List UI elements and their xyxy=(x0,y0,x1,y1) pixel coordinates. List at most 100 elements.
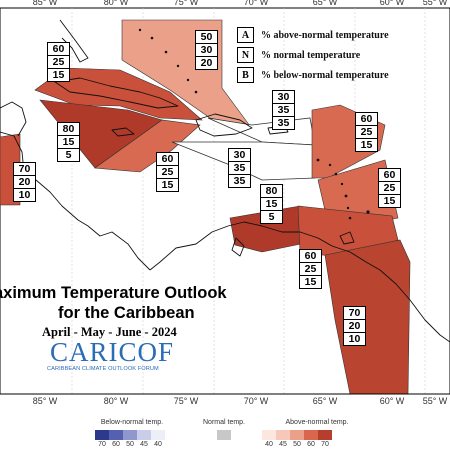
legend-text: % above-normal temperature xyxy=(261,29,389,41)
zone-cuba xyxy=(34,67,203,121)
above-value: 60 xyxy=(299,249,322,263)
coast-central-america xyxy=(0,131,151,271)
color-bar-below-swatch xyxy=(95,430,109,440)
color-bar-above-tick: 70 xyxy=(321,441,329,448)
color-bar-below-label: Below-normal temp. xyxy=(100,419,164,426)
lon-label-top: 70° W xyxy=(243,0,269,7)
lon-label-top: 80° W xyxy=(103,0,129,7)
legend-letter-box: A xyxy=(237,27,254,43)
normal-value: 15 xyxy=(57,135,80,149)
lon-label-bottom: 55° W xyxy=(422,396,448,406)
normal-value: 35 xyxy=(272,103,295,117)
above-value: 80 xyxy=(57,122,80,136)
color-bar-above-tick: 60 xyxy=(307,441,315,448)
coast-cuba xyxy=(54,77,179,109)
zone-western-caribbean xyxy=(94,119,201,173)
color-bar-below-tick: 40 xyxy=(154,441,162,448)
legend-text: % below-normal temperature xyxy=(261,69,389,81)
above-value: 80 xyxy=(260,184,283,198)
below-value: 10 xyxy=(343,332,366,346)
coast-hispaniola xyxy=(195,113,253,137)
season-label: April - May - June - 2024 xyxy=(42,325,177,339)
color-bar-above-swatch xyxy=(276,430,290,440)
color-bar-above-label: Above-normal temp. xyxy=(285,419,349,426)
normal-value: 25 xyxy=(355,125,378,139)
region-table-jamaica: 80 15 5 xyxy=(57,122,80,162)
color-bar-below-swatch xyxy=(123,430,137,440)
coast-south-america xyxy=(149,221,450,343)
color-bar-above-swatch xyxy=(304,430,318,440)
lon-label-top: 55° W xyxy=(422,0,448,7)
color-bar-below-tick: 70 xyxy=(98,441,106,448)
color-bar-below-tick: 45 xyxy=(140,441,148,448)
normal-value: 15 xyxy=(260,197,283,211)
color-bar-above-tick: 45 xyxy=(279,441,287,448)
below-value: 20 xyxy=(195,56,218,70)
above-value: 60 xyxy=(378,168,401,182)
legend-row-below: B % below-normal temperature xyxy=(237,65,389,85)
region-table-western-caribbean: 60 25 15 xyxy=(156,152,179,192)
legend-text: % normal temperature xyxy=(261,49,361,61)
region-table-bahamas: 50 30 20 xyxy=(195,30,218,70)
region-table-leeward: 60 25 15 xyxy=(355,112,378,152)
island-chain xyxy=(138,28,370,220)
below-value: 10 xyxy=(13,188,36,202)
coastlines xyxy=(0,19,450,343)
normal-value: 35 xyxy=(228,161,251,175)
above-value: 50 xyxy=(195,30,218,44)
lon-label-top: 85° W xyxy=(32,0,58,7)
above-value: 30 xyxy=(228,148,251,162)
above-value: 60 xyxy=(156,152,179,166)
color-bar-below-tick: 50 xyxy=(126,441,134,448)
above-value: 70 xyxy=(343,306,366,320)
lon-label-bottom: 65° W xyxy=(312,396,338,406)
above-value: 70 xyxy=(13,162,36,176)
region-table-trinidad: 60 25 15 xyxy=(299,249,322,289)
probability-legend: A % above-normal temperature N % normal … xyxy=(237,25,389,85)
map-title-line2: for the Caribbean xyxy=(58,304,195,322)
color-bar-above-tick: 50 xyxy=(293,441,301,448)
region-table-central-america: 70 20 10 xyxy=(13,162,36,202)
below-value: 35 xyxy=(228,174,251,188)
normal-value: 20 xyxy=(13,175,36,189)
color-bar-below-swatch xyxy=(109,430,123,440)
below-value: 15 xyxy=(299,275,322,289)
lon-label-bottom: 70° W xyxy=(243,396,269,406)
coast-lake-maracaibo xyxy=(231,237,245,257)
region-table-cuba: 60 25 15 xyxy=(47,42,70,82)
lon-label-bottom: 85° W xyxy=(32,396,58,406)
coast-florida xyxy=(59,19,89,63)
color-bar-above-swatch xyxy=(262,430,276,440)
caricof-logo-subtitle: CARIBBEAN CLIMATE OUTLOOK FORUM xyxy=(47,366,159,372)
below-value: 15 xyxy=(47,68,70,82)
lon-label-top: 75° W xyxy=(173,0,199,7)
above-value: 60 xyxy=(47,42,70,56)
lon-label-bottom: 60° W xyxy=(379,396,405,406)
below-value: 5 xyxy=(260,210,283,224)
color-bar-normal-swatch xyxy=(217,430,231,440)
coast-jamaica xyxy=(111,127,135,137)
legend-letter-box: B xyxy=(237,67,254,83)
color-bar-above-tick: 40 xyxy=(265,441,273,448)
region-table-guianas: 70 20 10 xyxy=(343,306,366,346)
normal-value: 20 xyxy=(343,319,366,333)
coast-trinidad xyxy=(339,231,355,245)
legend-row-normal: N % normal temperature xyxy=(237,45,389,65)
region-table-windward: 60 25 15 xyxy=(378,168,401,208)
normal-value: 25 xyxy=(299,262,322,276)
lon-label-bottom: 75° W xyxy=(173,396,199,406)
normal-value: 25 xyxy=(378,181,401,195)
legend-letter-box: N xyxy=(237,47,254,63)
below-value: 35 xyxy=(272,116,295,130)
above-value: 60 xyxy=(355,112,378,126)
color-bar-normal-label: Normal temp. xyxy=(202,419,246,426)
above-value: 30 xyxy=(272,90,295,104)
region-table-abc: 80 15 5 xyxy=(260,184,283,224)
coast-yucatan xyxy=(0,101,27,137)
color-bar-below-swatch xyxy=(151,430,165,440)
lon-label-top: 60° W xyxy=(379,0,405,7)
color-bar-below-swatch xyxy=(137,430,151,440)
lon-label-bottom: 80° W xyxy=(103,396,129,406)
legend-row-above: A % above-normal temperature xyxy=(237,25,389,45)
